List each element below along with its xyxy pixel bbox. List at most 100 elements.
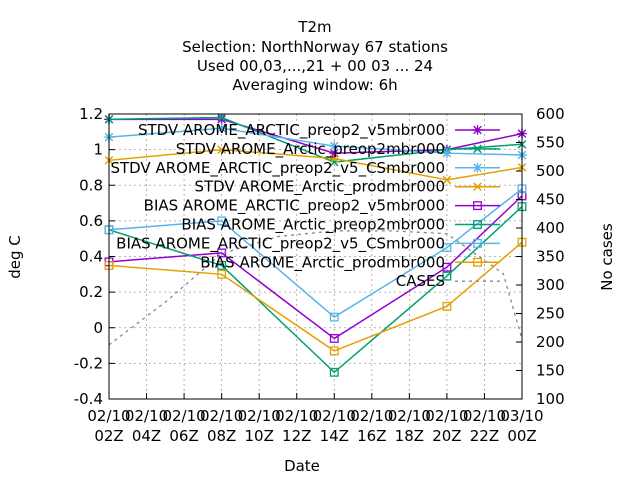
x-tick-label-hour: 14Z xyxy=(320,427,349,445)
data-point xyxy=(216,123,227,134)
x-tick-label-date: 02/10 xyxy=(238,407,281,425)
x-tick-label-date: 02/10 xyxy=(463,407,506,425)
y-tick-label: 0.2 xyxy=(79,283,103,301)
x-tick-label-hour: 16Z xyxy=(357,427,386,445)
data-point xyxy=(442,243,452,253)
legend-marker xyxy=(472,163,483,173)
legend-item: BIAS AROME_Arctic_preop2mbr000 xyxy=(181,216,500,235)
legend-item: STDV AROME_ARCTIC_preop2_v5mbr000 xyxy=(138,121,500,140)
data-point xyxy=(329,154,339,163)
y2-tick-label: 250 xyxy=(536,305,565,323)
series-line xyxy=(108,241,523,352)
data-point xyxy=(442,271,452,281)
x-axis-label: Date xyxy=(284,457,320,475)
legend-marker xyxy=(473,257,482,267)
y-axis-ticks: -0.4 -0.2 0 0.2 0.4 0.6 0.8 1 1.2 xyxy=(74,105,115,408)
series-7 xyxy=(104,184,527,322)
data-point xyxy=(217,260,227,270)
y-tick-label: 0.8 xyxy=(79,176,103,194)
data-point xyxy=(442,301,452,311)
data-point xyxy=(217,269,227,279)
legend-item: STDV AROME_Arctic_preop2mbr000 xyxy=(176,140,500,159)
x-tick-label-date: 02/10 xyxy=(350,407,393,425)
y-tick-label: 1 xyxy=(93,141,103,159)
x-tick-label-date: 02/10 xyxy=(388,407,431,425)
data-point xyxy=(329,333,339,343)
legend-item: BIAS AROME_ARCTIC_preop2_v5_CSmbr000 xyxy=(116,234,500,253)
y2-tick-label: 150 xyxy=(536,362,565,380)
x-tick-label-hour: 02Z xyxy=(94,427,123,445)
y2-tick-label: 200 xyxy=(536,333,565,351)
legend-label: STDV AROME_ARCTIC_preop2_v5_CSmbr000 xyxy=(110,159,445,178)
legend-marker xyxy=(473,238,482,248)
title-line-3: Used 00,03,...,21 + 00 03 ... 24 xyxy=(197,57,433,75)
x-tick-label-date: 02/10 xyxy=(425,407,468,425)
legend-label: BIAS AROME_Arctic_prodmbr000 xyxy=(200,253,445,272)
x-tick-label-date: 02/10 xyxy=(125,407,168,425)
legend-label: STDV AROME_ARCTIC_preop2_v5mbr000 xyxy=(138,121,445,140)
x-tick-label-date: 02/10 xyxy=(275,407,318,425)
data-point xyxy=(216,114,227,125)
data-point xyxy=(329,141,340,151)
data-point xyxy=(442,148,452,158)
title-line-2: Selection: NorthNorway 67 stations xyxy=(182,38,448,56)
x-tick-label-hour: 18Z xyxy=(395,427,424,445)
title-line-4: Averaging window: 6h xyxy=(232,76,397,94)
x-axis-ticks: 02/1002Z02/1004Z02/1006Z02/1008Z02/1010Z… xyxy=(87,393,544,445)
title-line-1: T2m xyxy=(297,18,331,36)
series-line xyxy=(108,206,523,374)
legend-label: STDV AROME_Arctic_prodmbr000 xyxy=(194,178,445,197)
legend-item: STDV AROME_Arctic_prodmbr000 xyxy=(194,178,500,197)
y2-axis-ticks: 100 150 200 250 300 350 400 450 500 550 600 xyxy=(516,105,565,408)
y2-tick-label: 500 xyxy=(536,162,565,180)
legend-marker xyxy=(473,182,482,192)
y2-tick-label: 550 xyxy=(536,134,565,152)
y-tick-label: 0.4 xyxy=(79,248,103,266)
series-line xyxy=(108,188,523,318)
y2-tick-label: 350 xyxy=(536,248,565,266)
y-tick-label: 0.6 xyxy=(79,212,103,230)
x-tick-label-hour: 06Z xyxy=(169,427,198,445)
x-tick-label-hour: 22Z xyxy=(470,427,499,445)
legend-label: BIAS AROME_Arctic_preop2mbr000 xyxy=(181,216,445,235)
data-point xyxy=(217,145,226,154)
legend-marker xyxy=(473,220,482,229)
legend-item: BIAS AROME_Arctic_prodmbr000 xyxy=(200,253,500,272)
y2-tick-label: 450 xyxy=(536,191,565,209)
legend-marker xyxy=(472,125,483,135)
x-tick-label-hour: 00Z xyxy=(507,427,536,445)
x-tick-label-hour: 10Z xyxy=(244,427,273,445)
y2-tick-label: 300 xyxy=(536,276,565,294)
x-tick-label-date: 02/10 xyxy=(200,407,243,425)
x-tick-label-hour: 08Z xyxy=(207,427,236,445)
legend-marker xyxy=(473,144,482,154)
series-9 xyxy=(108,230,523,346)
data-point xyxy=(329,312,339,322)
legend-label: BIAS AROME_ARCTIC_preop2_v5_CSmbr000 xyxy=(116,234,445,253)
y-tick-label: 0 xyxy=(93,319,103,337)
legend-item: STDV AROME_ARCTIC_preop2_v5_CSmbr000 xyxy=(110,159,500,178)
data-point xyxy=(329,148,340,158)
data-point xyxy=(329,367,339,377)
x-tick-label-hour: 12Z xyxy=(282,427,311,445)
legend-item: BIAS AROME_ARCTIC_preop2_v5mbr000 xyxy=(144,197,500,216)
data-point xyxy=(442,175,452,185)
y2-tick-label: 400 xyxy=(536,219,565,237)
data-point xyxy=(442,262,452,272)
chart-title: T2m Selection: NorthNorway 67 stations U… xyxy=(182,18,448,94)
legend-marker xyxy=(473,201,482,211)
data-point xyxy=(329,346,339,356)
x-tick-label-hour: 20Z xyxy=(432,427,461,445)
x-tick-label-date: 02/10 xyxy=(87,407,130,425)
x-tick-label-date: 03/10 xyxy=(500,407,543,425)
legend-label: CASES xyxy=(396,272,445,290)
y-axis-label: deg C xyxy=(6,235,24,279)
y-tick-label: -0.4 xyxy=(74,390,103,408)
legend-label: STDV AROME_Arctic_preop2mbr000 xyxy=(176,140,445,159)
data-point xyxy=(217,113,226,122)
legend-item: CASES xyxy=(396,272,500,290)
y2-tick-label: 100 xyxy=(536,390,565,408)
x-tick-label-date: 02/10 xyxy=(313,407,356,425)
x-tick-label-date: 02/10 xyxy=(162,407,205,425)
